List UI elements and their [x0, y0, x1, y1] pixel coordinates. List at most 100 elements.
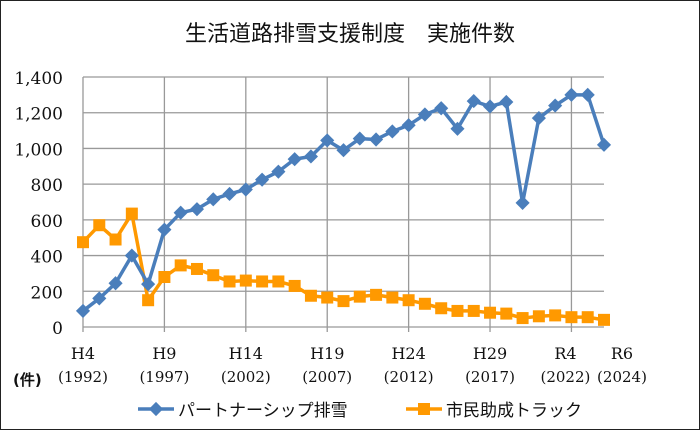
x-tick-era: H29: [473, 344, 507, 363]
data-point-square: [337, 295, 350, 308]
data-point-diamond: [466, 94, 481, 109]
data-point-square: [484, 306, 497, 319]
data-point-square: [451, 304, 464, 317]
chart-title: 生活道路排雪支援制度 実施件数: [185, 22, 515, 47]
data-point-diamond: [368, 132, 384, 147]
data-point-diamond: [336, 143, 351, 158]
data-point-diamond: [255, 172, 270, 187]
data-point-diamond: [75, 303, 91, 318]
data-point-diamond: [303, 149, 319, 164]
x-tick-era: H24: [391, 344, 425, 363]
x-tick-year: (2022): [540, 368, 590, 386]
data-point-diamond: [238, 182, 253, 197]
data-point-diamond: [173, 205, 188, 220]
data-point-square: [516, 312, 529, 325]
data-point-diamond: [450, 121, 465, 136]
x-tick-year: (2017): [465, 368, 515, 386]
y-tick-label: 0: [52, 319, 63, 339]
y-axis-unit: (件): [13, 371, 42, 389]
data-point-square: [174, 259, 187, 272]
data-point-square: [256, 275, 269, 288]
data-point-diamond: [141, 277, 156, 292]
data-point-square: [93, 219, 106, 232]
legend: パートナーシップ排雪 市民助成トラック: [138, 401, 582, 421]
legend-marker-square: [418, 403, 430, 415]
data-point-square: [532, 310, 545, 323]
data-point-square: [239, 274, 252, 287]
data-point-diamond: [287, 152, 302, 167]
x-axis: H4 (1992) H9 (1997) H14 (2002) H19 (2007) H24 (20…: [58, 344, 647, 386]
x-tick-era: H4: [71, 344, 95, 363]
data-point-square: [142, 294, 155, 307]
x-tick-year: (1997): [139, 368, 189, 386]
data-point-square: [109, 233, 122, 246]
data-point-diamond: [564, 87, 579, 102]
data-point-square: [370, 288, 383, 301]
x-tick-era: H9: [152, 344, 176, 363]
x-tick-year: (1992): [58, 368, 108, 386]
legend-label: パートナーシップ排雪: [178, 401, 348, 421]
y-tick-label: 400: [31, 248, 63, 268]
legend-marker-diamond: [148, 401, 164, 417]
y-tick-label: 1,200: [14, 105, 63, 125]
data-point-square: [581, 311, 594, 324]
data-point-square: [304, 289, 317, 302]
x-tick-year: (2012): [384, 368, 434, 386]
data-point-square: [418, 297, 431, 310]
legend-label: 市民助成トラック: [446, 401, 582, 421]
data-point-square: [288, 279, 301, 292]
data-point-diamond: [531, 111, 546, 126]
data-point-square: [549, 309, 562, 322]
data-point-square: [467, 304, 480, 317]
data-point-square: [207, 269, 220, 282]
x-tick-year: (2002): [221, 368, 271, 386]
x-tick-year: (2007): [302, 368, 352, 386]
data-point-square: [353, 290, 366, 303]
x-tick-era: H19: [310, 344, 344, 363]
data-point-square: [77, 236, 89, 249]
data-point-diamond: [222, 186, 237, 202]
data-point-square: [125, 207, 138, 220]
data-point-diamond: [271, 164, 286, 179]
data-point-diamond: [417, 107, 432, 122]
y-tick-label: 800: [31, 176, 63, 196]
series-group: [75, 87, 612, 326]
data-point-diamond: [385, 124, 400, 139]
data-point-square: [321, 291, 334, 304]
y-axis: 0 200 400 600 800 1,000 1,200 1,400: [14, 69, 63, 339]
x-tick-era: R4: [554, 344, 576, 363]
data-point-diamond: [320, 133, 335, 148]
data-point-diamond: [157, 222, 172, 237]
data-point-diamond: [515, 195, 530, 210]
data-point-square: [158, 271, 171, 283]
data-point-diamond: [124, 248, 139, 263]
data-point-square: [190, 262, 203, 275]
data-point-square: [598, 313, 610, 326]
data-point-diamond: [108, 276, 123, 291]
y-tick-label: 1,400: [14, 69, 63, 89]
data-point-diamond: [548, 98, 563, 113]
data-point-diamond: [206, 192, 221, 207]
data-point-square: [565, 311, 578, 324]
data-point-diamond: [401, 118, 416, 133]
data-point-square: [386, 291, 399, 304]
x-tick-era: H14: [229, 344, 263, 363]
data-point-square: [435, 302, 448, 315]
data-point-square: [223, 275, 236, 288]
data-point-diamond: [596, 137, 612, 152]
data-point-diamond: [482, 99, 498, 114]
y-tick-label: 200: [31, 283, 63, 303]
data-point-square: [402, 294, 415, 307]
data-point-diamond: [499, 94, 514, 110]
data-point-diamond: [580, 87, 595, 102]
y-tick-label: 1,000: [14, 140, 63, 160]
data-point-square: [500, 307, 513, 320]
x-tick-era: R6: [611, 344, 633, 363]
y-tick-label: 600: [31, 212, 63, 232]
data-point-diamond: [434, 101, 449, 116]
x-tick-year: (2024): [597, 368, 647, 386]
data-point-diamond: [352, 131, 367, 146]
data-point-square: [272, 275, 285, 288]
